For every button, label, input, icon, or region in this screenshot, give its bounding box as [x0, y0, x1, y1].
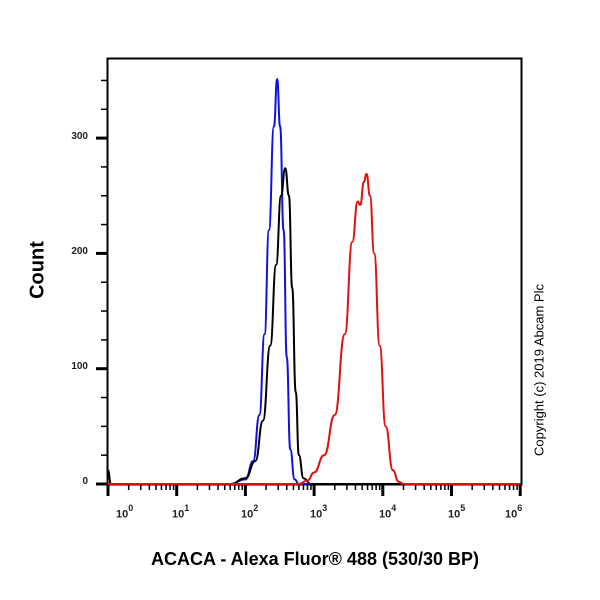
plot-frame: [106, 57, 523, 486]
y-tick-label-100: 100: [71, 361, 88, 372]
histogram-curves: [107, 78, 521, 486]
copyright-notice: Copyright (c) 2019 Abcam Plc: [531, 284, 547, 456]
y-axis-label: Count: [26, 241, 49, 299]
y-tick-label-300: 300: [71, 131, 88, 142]
y-axis-ticks: [96, 79, 108, 486]
curve-blue: [107, 78, 521, 486]
y-tick-label-0: 0: [82, 476, 88, 487]
x-tick-label-1e6: 106: [505, 503, 523, 521]
x-tick-label-1e1: 101: [172, 503, 190, 521]
curve-red: [107, 172, 521, 486]
x-tick-label-1e2: 102: [241, 503, 259, 521]
x-axis-label: ACACA - Alexa Fluor® 488 (530/30 BP): [150, 549, 480, 569]
x-axis-ticks: [106, 484, 522, 496]
curve-black: [107, 167, 521, 486]
x-tick-label-1e5: 105: [448, 503, 466, 521]
x-tick-label-1e0: 100: [116, 503, 134, 521]
x-tick-label-1e4: 104: [379, 503, 397, 521]
y-tick-label-200: 200: [71, 246, 88, 257]
x-tick-label-1e3: 103: [310, 503, 328, 521]
